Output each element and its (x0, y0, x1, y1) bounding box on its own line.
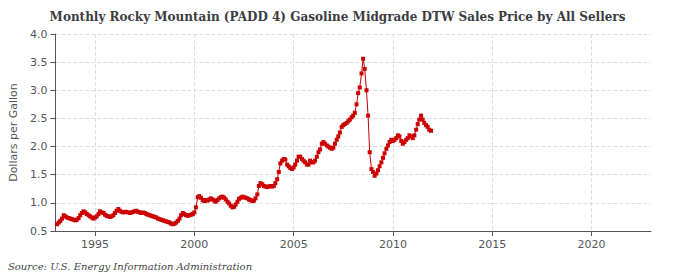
svg-text:2.5: 2.5 (30, 112, 48, 125)
svg-text:4.0: 4.0 (30, 28, 48, 41)
svg-text:2015: 2015 (478, 238, 506, 251)
svg-text:2.0: 2.0 (30, 140, 48, 153)
svg-text:2020: 2020 (577, 238, 605, 251)
svg-text:1.0: 1.0 (30, 196, 48, 209)
svg-text:2005: 2005 (280, 238, 308, 251)
svg-text:3.0: 3.0 (30, 84, 48, 97)
svg-text:1.5: 1.5 (30, 168, 48, 181)
svg-text:2000: 2000 (180, 238, 208, 251)
svg-text:Monthly Rocky Mountain (PADD 4: Monthly Rocky Mountain (PADD 4) Gasoline… (50, 10, 626, 24)
svg-text:0.5: 0.5 (30, 225, 48, 238)
svg-text:1995: 1995 (81, 238, 109, 251)
svg-text:Dollars per Gallon: Dollars per Gallon (7, 83, 20, 182)
svg-text:3.5: 3.5 (30, 56, 48, 69)
svg-text:2010: 2010 (379, 238, 407, 251)
svg-text:Source: U.S. Energy Informatio: Source: U.S. Energy Information Administ… (8, 261, 252, 272)
